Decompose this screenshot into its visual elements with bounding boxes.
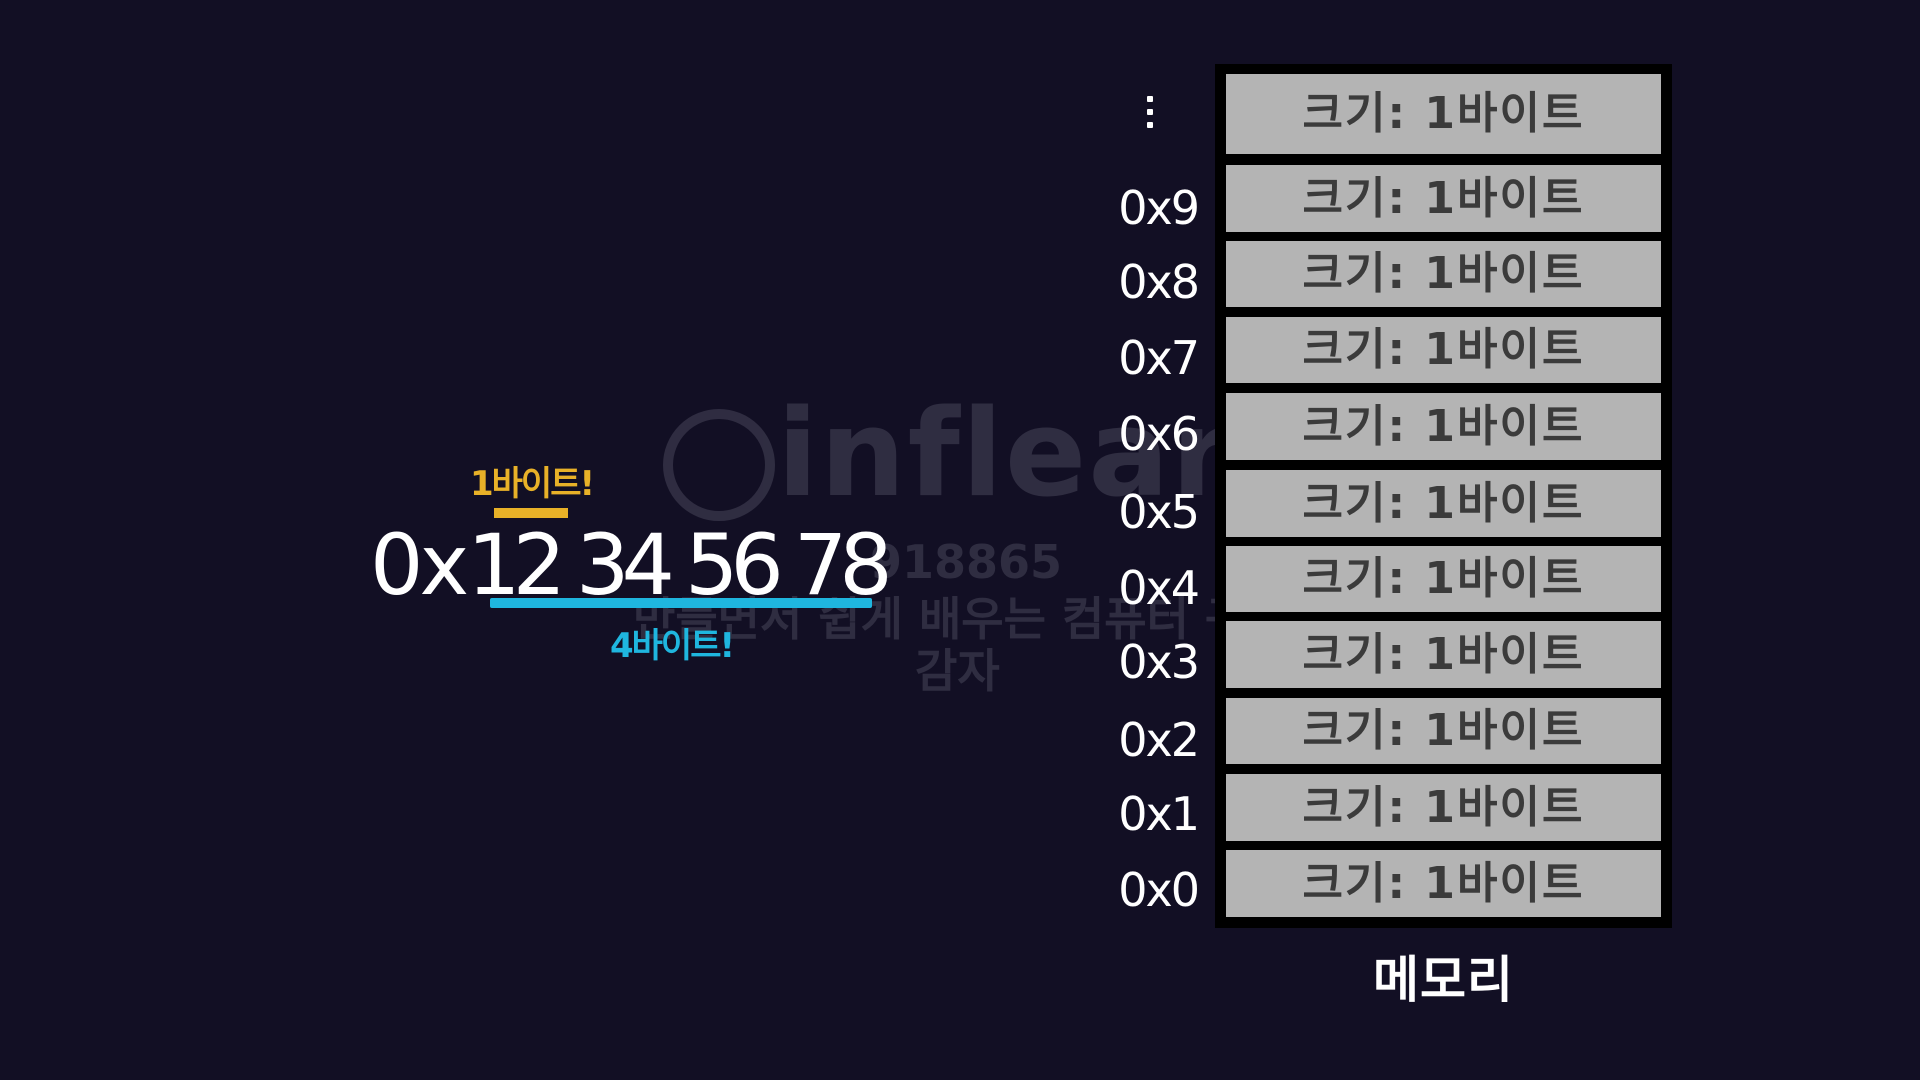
memory-block: 크기: 1바이트 크기: 1바이트 크기: 1바이트 크기: 1바이트 크기: … bbox=[1215, 64, 1672, 928]
one-byte-bracket bbox=[494, 508, 568, 518]
memory-cell: 크기: 1바이트 bbox=[1226, 698, 1661, 764]
memory-cell: 크기: 1바이트 bbox=[1226, 850, 1661, 917]
address-label: 0x1 bbox=[1118, 787, 1200, 841]
memory-address-column: 0x9 0x8 0x7 0x6 0x5 0x4 0x3 0x2 0x1 0x0 bbox=[1070, 70, 1200, 930]
address-label: 0x0 bbox=[1118, 863, 1200, 917]
address-label: 0x4 bbox=[1118, 561, 1200, 615]
memory-cell: 크기: 1바이트 bbox=[1226, 393, 1661, 460]
address-label: 0x7 bbox=[1118, 331, 1200, 385]
memory-cell: 크기: 1바이트 bbox=[1226, 546, 1661, 612]
address-label: 0x2 bbox=[1118, 713, 1200, 767]
watermark-user-id: 918865 bbox=[870, 535, 1063, 589]
hex-byte: 34 bbox=[576, 516, 675, 614]
memory-cell: 크기: 1바이트 bbox=[1226, 241, 1661, 307]
memory-cell: 크기: 1바이트 bbox=[1226, 317, 1661, 383]
address-label: 0x3 bbox=[1118, 635, 1200, 689]
address-label: 0x9 bbox=[1118, 181, 1200, 235]
address-label: 0x6 bbox=[1118, 407, 1200, 461]
memory-cell: 크기: 1바이트 bbox=[1226, 470, 1661, 537]
four-byte-underline bbox=[490, 598, 872, 608]
hex-byte: 78 bbox=[793, 516, 893, 614]
hex-prefix: 0x bbox=[370, 516, 469, 614]
ellipsis-dot bbox=[1147, 109, 1153, 115]
memory-cell: 크기: 1바이트 bbox=[1226, 621, 1661, 688]
hex-value: 0x12 34 56 78 bbox=[370, 515, 893, 615]
watermark-user-name: 감자 bbox=[915, 644, 1000, 698]
memory-cell: 크기: 1바이트 bbox=[1226, 165, 1661, 232]
hex-byte: 12 bbox=[467, 516, 566, 614]
one-byte-label: 1바이트! bbox=[470, 464, 595, 504]
memory-cell: 크기: 1바이트 bbox=[1226, 74, 1661, 154]
hex-value-annotation: 1바이트! 0x12 34 56 78 4바이트! bbox=[370, 440, 893, 670]
four-byte-label: 4바이트! bbox=[610, 626, 735, 666]
memory-caption: 메모리 bbox=[1373, 951, 1514, 1009]
memory-cell: 크기: 1바이트 bbox=[1226, 774, 1661, 841]
hex-byte: 56 bbox=[684, 516, 784, 614]
ellipsis-dot bbox=[1147, 96, 1153, 102]
ellipsis-dot bbox=[1147, 122, 1153, 128]
address-label: 0x8 bbox=[1118, 255, 1200, 309]
vertical-ellipsis-icon bbox=[1146, 96, 1154, 130]
address-label: 0x5 bbox=[1118, 485, 1200, 539]
